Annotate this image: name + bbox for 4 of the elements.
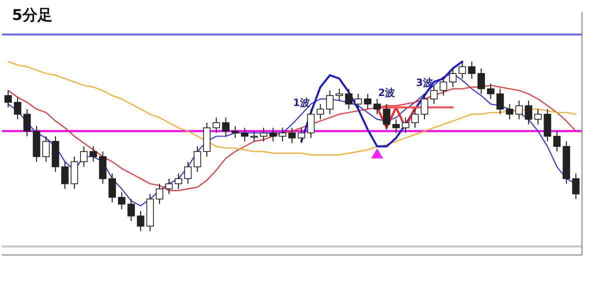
annotation: 1波 xyxy=(292,97,311,110)
annotation: 2波 xyxy=(378,87,396,100)
annotation: 3波 xyxy=(416,76,434,89)
chart-title: 5分足 xyxy=(12,6,52,24)
